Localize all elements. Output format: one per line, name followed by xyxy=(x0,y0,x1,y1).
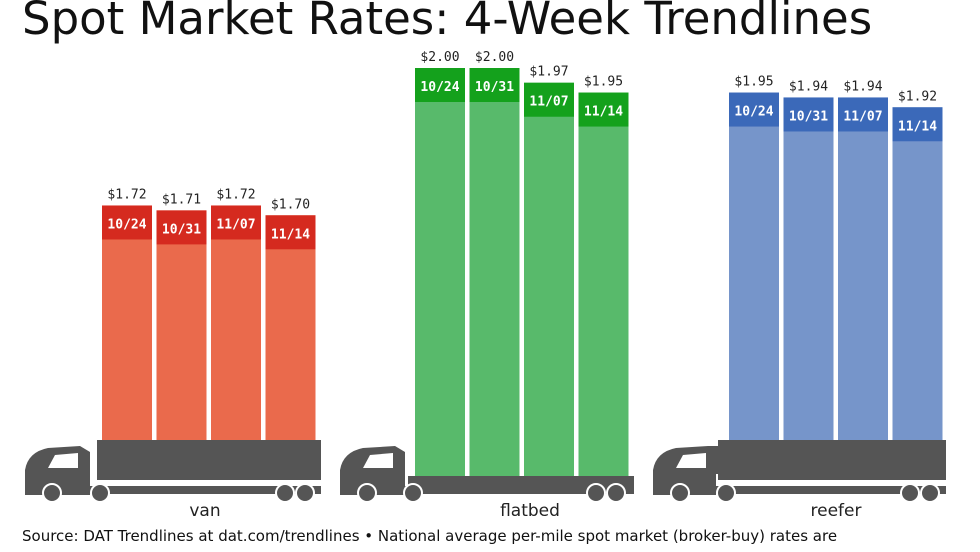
value-label: $1.71 xyxy=(162,192,201,207)
value-label: $1.95 xyxy=(734,75,773,90)
date-band xyxy=(156,210,207,245)
bar xyxy=(578,92,629,477)
date-label: 11/14 xyxy=(271,227,310,242)
bar xyxy=(156,210,207,440)
bar xyxy=(783,97,834,441)
group-label: reefer xyxy=(811,501,862,521)
value-label: $1.94 xyxy=(843,79,882,94)
date-label: 10/31 xyxy=(162,222,201,237)
date-band xyxy=(211,205,261,240)
date-band xyxy=(729,92,779,127)
bar xyxy=(211,205,261,440)
source-note: Source: DAT Trendlines at dat.com/trendl… xyxy=(22,527,837,545)
date-label: 11/14 xyxy=(584,105,623,120)
value-label: $1.95 xyxy=(584,75,623,90)
date-label: 10/24 xyxy=(107,217,146,232)
bar xyxy=(838,97,888,441)
bar xyxy=(265,215,316,440)
value-label: $2.00 xyxy=(420,50,459,65)
value-label: $1.70 xyxy=(271,197,310,212)
date-label: 10/31 xyxy=(475,80,514,95)
value-label: $1.72 xyxy=(216,187,255,202)
date-band xyxy=(524,82,574,117)
chart-title: Spot Market Rates: 4-Week Trendlines xyxy=(22,0,872,45)
bar xyxy=(102,205,152,440)
reefer-truck xyxy=(653,440,946,503)
date-label: 11/14 xyxy=(898,119,937,134)
bar xyxy=(415,68,465,476)
date-label: 10/31 xyxy=(789,109,828,124)
value-label: $1.72 xyxy=(107,187,146,202)
date-label: 11/07 xyxy=(843,109,882,124)
date-band xyxy=(838,97,888,132)
value-label: $1.97 xyxy=(529,65,568,80)
bar xyxy=(729,92,779,441)
value-label: $1.92 xyxy=(898,89,937,104)
flatbed-truck xyxy=(340,446,634,503)
bar xyxy=(469,68,520,476)
date-band xyxy=(102,205,152,240)
date-label: 11/07 xyxy=(216,217,255,232)
date-band xyxy=(469,68,520,102)
date-band xyxy=(265,215,316,250)
group-label: flatbed xyxy=(500,501,560,521)
bar xyxy=(524,82,574,476)
date-band xyxy=(783,97,834,132)
date-label: 10/24 xyxy=(734,105,773,120)
date-band xyxy=(415,68,465,102)
date-label: 11/07 xyxy=(529,95,568,110)
bar xyxy=(892,107,943,440)
group-label: van xyxy=(189,501,220,521)
date-band xyxy=(578,92,629,127)
value-label: $1.94 xyxy=(789,79,828,94)
date-label: 10/24 xyxy=(420,80,459,95)
date-band xyxy=(892,107,943,142)
van-truck xyxy=(25,440,321,503)
value-label: $2.00 xyxy=(475,50,514,65)
